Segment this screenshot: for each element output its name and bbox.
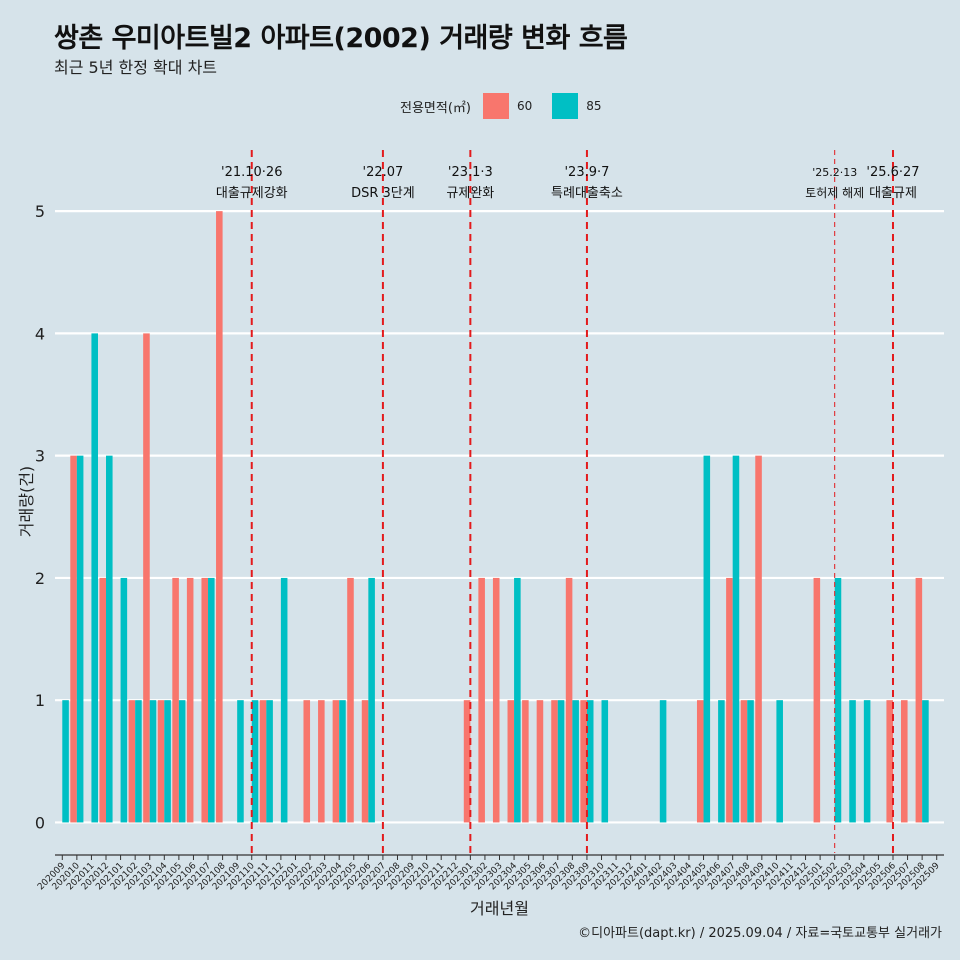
bar-85-202010 <box>76 455 84 823</box>
bar-60-202307 <box>551 700 558 823</box>
bar-85-202307 <box>557 700 565 823</box>
bar-85-202009 <box>62 700 69 823</box>
source-caption: ©디아파트(dapt.kr) / 2025.09.04 / 자료=국토교통부 실… <box>578 926 942 941</box>
event-label-1: DSR 3단계 <box>351 186 415 201</box>
bar-85-202410 <box>776 700 783 823</box>
bar-60-202104 <box>157 700 165 823</box>
bar-85-202405 <box>703 455 711 823</box>
legend-label-60: 60 <box>516 99 533 113</box>
bar-60-202202 <box>303 700 311 823</box>
bar-60-202106 <box>186 577 194 823</box>
bar-60-202304 <box>507 700 515 823</box>
event-date-3: '23.9·7 <box>564 165 609 180</box>
event-date-1: '22.07 <box>363 165 404 180</box>
bar-85-202109 <box>237 700 244 823</box>
bar-85-202502 <box>834 577 842 823</box>
bar-60-202102 <box>128 700 136 823</box>
bar-85-202105 <box>178 700 186 823</box>
event-label-2: 규제완화 <box>446 186 494 201</box>
bar-85-202308 <box>572 700 579 823</box>
bar-85-202402 <box>659 700 667 823</box>
bar-60-202108 <box>216 211 223 823</box>
bar-60-202501 <box>813 577 821 823</box>
x-axis-title: 거래년월 <box>470 899 529 918</box>
bar-60-202103 <box>143 333 150 823</box>
event-label-3: 특례대출축소 <box>551 186 623 201</box>
y-tick-label: 1 <box>35 691 45 710</box>
bar-60-202301 <box>463 700 471 823</box>
bar-60-202309 <box>580 700 587 823</box>
legend-title: 전용면적(㎡) <box>400 100 471 116</box>
bar-85-202504 <box>863 700 871 823</box>
bar-85-202012 <box>106 455 113 823</box>
y-tick-label: 3 <box>35 447 45 466</box>
bar-85-202111 <box>266 700 273 823</box>
y-tick-label: 2 <box>35 569 45 588</box>
bar-85-202408 <box>747 700 754 823</box>
y-axis-title: 거래량(건) <box>17 466 36 537</box>
bar-85-202508 <box>922 700 929 823</box>
bar-60-202302 <box>478 577 485 823</box>
bar-60-202405 <box>696 700 704 823</box>
bar-60-202308 <box>565 577 573 823</box>
bar-85-202503 <box>849 700 856 823</box>
bar-60-202507 <box>901 700 908 823</box>
bar-85-202304 <box>514 577 521 823</box>
bar-85-202103 <box>149 700 157 823</box>
bar-60-202409 <box>755 455 762 823</box>
bar-60-202203 <box>318 700 325 823</box>
bar-85-202107 <box>208 577 215 823</box>
legend-swatch-85 <box>552 93 579 119</box>
bar-60-202206 <box>361 700 369 823</box>
y-tick-label: 0 <box>35 813 45 832</box>
bar-60-202303 <box>492 577 500 823</box>
event-label-4: 토허제 해제 <box>805 186 864 200</box>
legend-label-85: 85 <box>586 99 602 113</box>
bar-60-202111 <box>259 700 267 823</box>
bar-60-202408 <box>740 700 748 823</box>
legend: 전용면적(㎡) 60 85 <box>400 92 622 120</box>
bar-60-202010 <box>70 455 77 823</box>
bar-85-202104 <box>164 700 171 823</box>
bar-85-202406 <box>718 700 725 823</box>
bar-60-202407 <box>726 577 733 823</box>
legend-swatch-60 <box>482 93 509 119</box>
bar-85-202101 <box>120 577 128 823</box>
bar-85-202407 <box>732 455 740 823</box>
bar-60-202204 <box>332 700 340 823</box>
bar-60-202508 <box>915 577 923 823</box>
bar-85-202112 <box>280 577 288 823</box>
event-label-0: 대출규제강화 <box>216 186 288 201</box>
bar-60-202305 <box>522 700 529 823</box>
bar-60-202107 <box>201 577 209 823</box>
bar-60-202506 <box>886 700 893 823</box>
bar-85-202110 <box>251 700 259 823</box>
bar-60-202012 <box>99 577 107 823</box>
event-date-5: '25.6·27 <box>866 165 919 180</box>
event-date-2: '23.1·3 <box>448 165 493 180</box>
bar-60-202205 <box>347 577 354 823</box>
chart-title: 쌍촌 우미아트빌2 아파트(2002) 거래량 변화 흐름 <box>54 23 628 54</box>
bar-85-202102 <box>135 700 142 823</box>
bar-60-202306 <box>536 700 544 823</box>
y-tick-label: 4 <box>35 324 45 343</box>
bar-85-202310 <box>601 700 609 823</box>
bar-60-202105 <box>172 577 179 823</box>
bar-85-202206 <box>368 577 375 823</box>
bar-85-202204 <box>339 700 346 823</box>
event-date-4: '25.2·13 <box>812 166 857 179</box>
event-label-5: 대출규제 <box>869 186 917 201</box>
y-tick-label: 5 <box>35 202 45 221</box>
bar-85-202011 <box>91 333 98 823</box>
chart-subtitle: 최근 5년 한정 확대 차트 <box>54 58 218 77</box>
event-date-0: '21.10·26 <box>221 165 282 180</box>
bar-85-202309 <box>586 700 594 823</box>
